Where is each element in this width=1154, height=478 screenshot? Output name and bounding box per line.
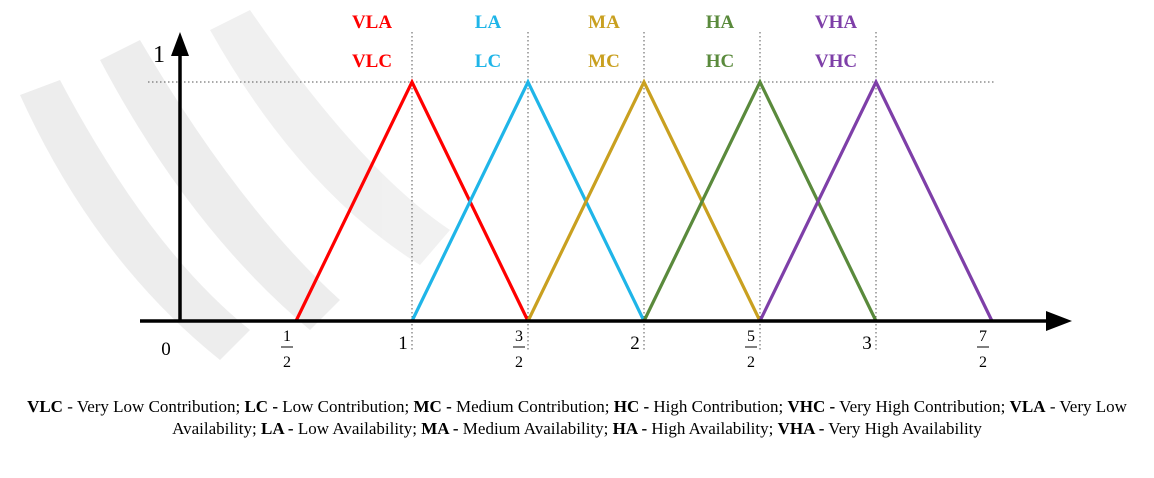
caption-abbreviation: HC - [613,397,650,416]
x-tick-numerator: 1 [283,328,291,345]
caption-description: Low Availability; [293,419,422,438]
caption-abbreviation: HA - [612,419,648,438]
y-tick-label: 1 [153,42,165,68]
watermark [20,10,450,360]
x-tick-denominator: 2 [747,354,755,371]
caption-description: Medium Availability; [458,419,613,438]
caption-description: Medium Contribution; [451,397,614,416]
series-line-vha [758,78,994,322]
x-tick-numerator: 3 [515,328,523,345]
series-label-top: VHA [815,12,858,33]
x-tick-numerator: 7 [979,328,987,345]
caption-abbreviation: VLA [1009,397,1046,416]
x-tick-denominator: 2 [283,354,291,371]
series-label-bottom: VHC [815,51,857,72]
caption-description: Very High Availability [824,419,982,438]
series-line-la [410,78,646,322]
caption-abbreviation: VHC - [787,397,836,416]
series-label-top: LA [475,12,502,33]
caption-abbreviation: VLC [27,397,63,416]
caption-description: High Availability; [647,419,778,438]
y-axis-arrow [171,32,189,56]
caption-description: Very High Contribution; [835,397,1010,416]
membership-function-chart: VLA VLC LA LC MA MC HA HC VHA VHC 1 0 1 2 1 3 2 2 5 2 3 7 2 [20,10,1072,371]
caption-description: - Very Low Contribution; [62,397,245,416]
x-axis-arrow [1046,311,1072,331]
x-tick-denominator: 2 [979,354,987,371]
series-line-ha [642,78,878,322]
series-label-bottom: MC [588,51,620,72]
x-tick-label: 2 [630,333,640,354]
caption-description: Low Contribution; [277,397,414,416]
caption-abbreviation: VHA - [777,419,825,438]
series-label-top: VLA [352,12,392,33]
series-label-top: HA [706,12,735,33]
x-tick-denominator: 2 [515,354,523,371]
x-tick-label: 3 [862,333,872,354]
caption-abbreviation: LA - [261,419,294,438]
series-label-bottom: HC [706,51,735,72]
series-label-top: MA [588,12,620,33]
caption-abbreviation: MC - [413,397,452,416]
x-tick-numerator: 5 [747,328,755,345]
caption-abbreviation: LC - [244,397,278,416]
series-line-vla [294,78,530,322]
series-layer [294,78,994,322]
origin-label: 0 [161,339,171,360]
label-layer: VLA VLC LA LC MA MC HA HC VHA VHC 1 0 1 2 1 3 2 2 5 2 3 7 2 [153,12,989,371]
series-label-bottom: LC [475,51,501,72]
caption-abbreviation: MA - [421,419,459,438]
caption-description: - Very Low Availability; [172,397,1127,438]
series-line-ma [526,78,762,322]
series-label-bottom: VLC [352,51,392,72]
chart-caption: VLC - Very Low Contribution; LC - Low Co… [0,396,1154,440]
caption-description: High Contribution; [649,397,788,416]
x-tick-label: 1 [398,333,408,354]
axes [140,32,1072,331]
